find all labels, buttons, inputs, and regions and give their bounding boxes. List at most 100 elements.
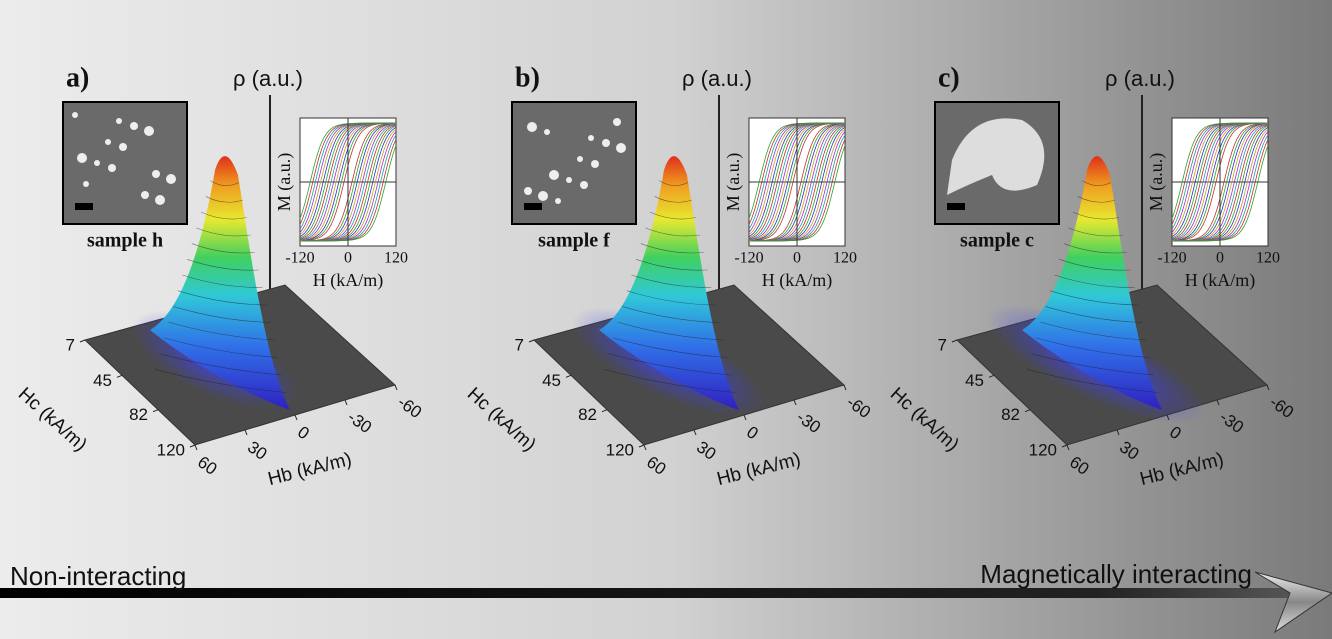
x-axis-label: H (kA/m) [762, 270, 833, 291]
particle [108, 164, 116, 172]
x-axis-label: H (kA/m) [313, 270, 384, 291]
hc-tick-label: 82 [1001, 405, 1020, 424]
hc-tick-label: 7 [938, 335, 947, 354]
hc-tick [565, 374, 572, 378]
particle [602, 139, 610, 147]
hb-tick [344, 399, 348, 406]
hb-tick [643, 444, 647, 451]
density-label: ρ (a.u.) [682, 66, 752, 91]
surface-contour [205, 196, 243, 203]
surface-contour [649, 211, 696, 220]
particle [116, 118, 122, 124]
surface-contour [640, 243, 704, 254]
particle [591, 160, 599, 168]
surface-contour [163, 337, 279, 358]
hb-tick [1216, 399, 1220, 406]
hb-tick [843, 384, 847, 391]
particle [549, 170, 559, 180]
x-axis-label: H (kA/m) [1185, 270, 1256, 291]
surface-contour [1082, 180, 1112, 186]
particle [83, 181, 89, 187]
x-tick-label: -120 [1157, 250, 1186, 267]
scale-bar [524, 203, 542, 210]
x-tick-label: 0 [344, 250, 352, 267]
surface-contour [617, 321, 724, 341]
surface-contour [1059, 259, 1131, 271]
particle [566, 177, 572, 183]
surface-contour [1072, 211, 1119, 220]
hc-tick [951, 339, 958, 343]
particle [119, 143, 127, 151]
surface-contour [1049, 290, 1139, 306]
surface-contour [191, 243, 255, 254]
x-tick-label: 0 [793, 250, 801, 267]
x-tick-label: 120 [833, 250, 857, 267]
hb-tick [294, 414, 298, 421]
arrow-right-label: Magnetically interacting [980, 559, 1252, 589]
hc-tick-label: 82 [578, 405, 597, 424]
surface-contour [182, 274, 263, 288]
y-axis-label: M (a.u.) [274, 153, 295, 211]
hc-tick [638, 444, 645, 448]
surface-contour [1054, 274, 1135, 288]
hc-tick-label: 120 [1029, 440, 1057, 459]
density-label: ρ (a.u.) [233, 66, 303, 91]
hc-tick-label: 120 [157, 440, 185, 459]
hc-tick [988, 374, 995, 378]
particle [616, 143, 626, 153]
particle [588, 135, 594, 141]
surface-contour [645, 227, 700, 237]
hb-tick [1066, 444, 1070, 451]
hc-tick-label: 7 [515, 335, 524, 354]
particle [155, 195, 165, 205]
surface-contour [187, 259, 259, 271]
surface-contour [210, 180, 240, 186]
surface-contour [626, 290, 716, 306]
density-label: ρ (a.u.) [1105, 66, 1175, 91]
surface-peak [599, 156, 739, 410]
surface-contour [1031, 353, 1155, 376]
surface-contour [636, 259, 708, 271]
hb-tick [244, 429, 248, 436]
surface-contour [622, 306, 720, 323]
particle [580, 181, 588, 189]
scale-bar [75, 203, 93, 210]
particle [166, 174, 176, 184]
surface-contour [612, 337, 728, 358]
y-axis-label: M (a.u.) [723, 153, 744, 211]
hb-tick [1166, 414, 1170, 421]
surface-contour [1026, 368, 1159, 393]
hc-tick-label: 7 [66, 335, 75, 354]
hb-tick [394, 384, 398, 391]
hc-tick-label: 45 [93, 371, 112, 390]
surface-peak [1022, 156, 1162, 410]
x-tick-label: 0 [1216, 250, 1224, 267]
arrow-head [1254, 571, 1332, 634]
particle [72, 112, 78, 118]
particle [94, 160, 100, 166]
arrow-shaft [0, 588, 1290, 598]
surface-contour [1035, 337, 1151, 358]
hb-tick [693, 429, 697, 436]
surface-contour [1063, 243, 1127, 254]
panel-label: a) [66, 62, 89, 93]
hc-tick [528, 339, 535, 343]
arrow-left-label: Non-interacting [10, 561, 186, 591]
surface-contour [1040, 321, 1147, 341]
sample-label: sample c [960, 230, 1034, 252]
sample-label: sample f [538, 230, 610, 252]
particle-cluster [947, 118, 1045, 195]
particle [577, 156, 583, 162]
hc-tick [601, 409, 608, 413]
surface-contour [608, 353, 732, 376]
surface-contour [603, 368, 736, 393]
surface-peak [150, 156, 290, 410]
hc-tick [189, 444, 196, 448]
x-tick-label: 120 [1256, 250, 1280, 267]
hc-tick-label: 82 [129, 405, 148, 424]
surface-contour [1077, 196, 1115, 203]
hc-tick [1061, 444, 1068, 448]
particle [527, 122, 537, 132]
